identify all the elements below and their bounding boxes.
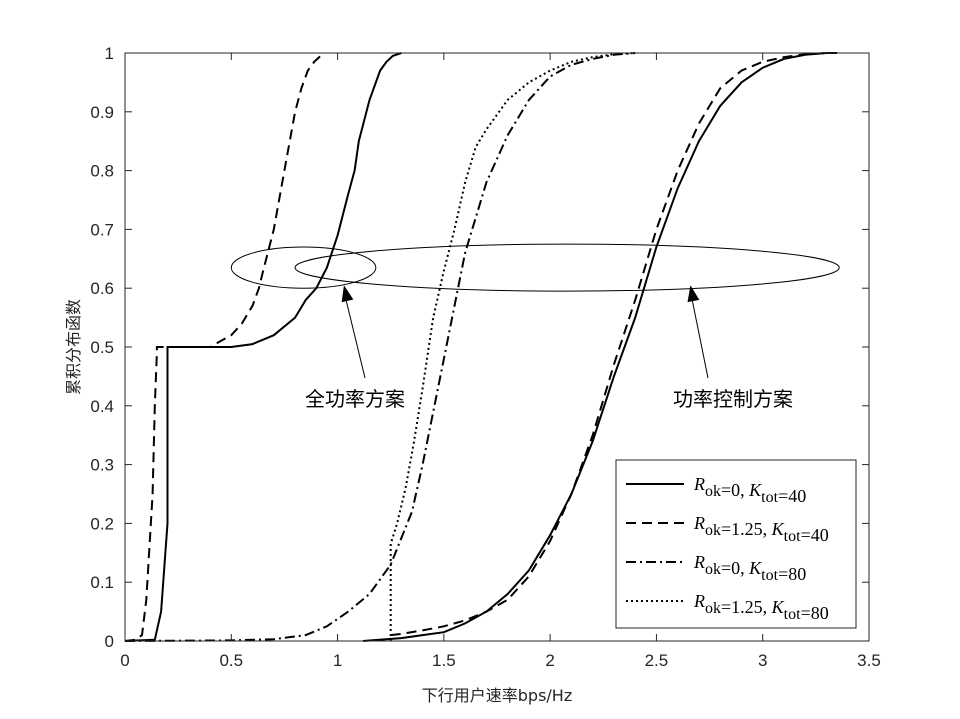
y-tick-label: 0.3 [90,456,114,475]
y-tick-label: 0.1 [90,573,114,592]
annotation-arrow-head [341,285,354,303]
y-axis-label: 累积分布函数 [64,299,83,395]
power-control-line-1 [390,52,827,637]
series-line-0 [124,52,402,642]
series-line-3 [389,52,636,641]
legend: Rok=0, Ktot=40 Rok=1.25, Ktot=40 Rok=0, Kt… [615,459,857,629]
x-tick-label: 0.5 [219,651,243,670]
legend-entry: Rok=0, Ktot=80 [693,552,806,584]
series-line-2 [124,52,636,642]
x-tick-label: 0 [120,651,129,670]
x-axis-label: 下行用户速率bps/Hz [422,686,572,705]
legend-entry: Rok=0, Ktot=40 [693,474,806,506]
y-tick-label: 0.4 [90,397,114,416]
x-tick-label: 3 [758,651,767,670]
series-group [124,52,838,642]
y-tick-label: 0 [105,632,114,651]
annotation-ellipse [230,246,377,289]
legend-entry: Rok=1.25, Ktot=80 [693,591,829,623]
annotation-arrow-line [343,291,366,379]
annotation-arrow-line [689,291,709,379]
x-tick-label: 3.5 [857,651,881,670]
y-tick-label: 0.6 [90,279,114,298]
power-control-line-0 [363,52,838,642]
legend-entry: Rok=1.25, Ktot=40 [693,513,829,545]
series-line-1 [124,52,326,642]
y-tick-label: 1 [105,44,114,63]
annotation-label: 全功率方案 [305,387,405,411]
annotation-arrow-head [687,285,700,303]
y-tick-label: 0.2 [90,514,114,533]
x-tick-label: 2 [545,651,554,670]
x-tick-label: 1 [333,651,342,670]
x-tick-label: 1.5 [432,651,456,670]
y-tick-label: 0.5 [90,338,114,357]
y-tick-label: 0.9 [90,103,114,122]
annotation-label: 功率控制方案 [673,387,793,411]
y-tick-label: 0.7 [90,220,114,239]
annotations-group: 全功率方案 功率控制方案 [230,243,840,411]
y-axis-ticks: 0 0.1 0.2 0.3 0.4 0.5 0.6 0.7 0.8 0.9 1 [90,44,869,651]
x-tick-label: 2.5 [645,651,669,670]
annotation-ellipse [294,243,840,292]
x-axis-ticks: 0 0.5 1 1.5 2 2.5 3 3.5 [120,53,881,670]
y-tick-label: 0.8 [90,162,114,181]
